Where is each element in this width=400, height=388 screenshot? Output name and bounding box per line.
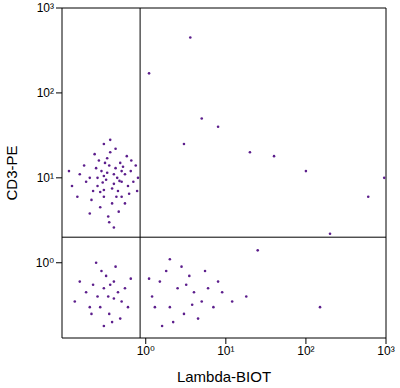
svg-text:10²: 10²	[37, 86, 54, 100]
svg-text:10⁰: 10⁰	[137, 344, 155, 358]
svg-text:10²: 10²	[297, 344, 314, 358]
svg-text:Lambda-BIOT: Lambda-BIOT	[177, 368, 271, 385]
svg-text:10³: 10³	[37, 1, 54, 15]
svg-text:CD3-PE: CD3-PE	[8, 145, 20, 200]
svg-text:10⁰: 10⁰	[36, 256, 54, 270]
svg-text:10¹: 10¹	[217, 344, 234, 358]
svg-text:10¹: 10¹	[37, 171, 54, 185]
svg-text:10³: 10³	[377, 344, 392, 358]
